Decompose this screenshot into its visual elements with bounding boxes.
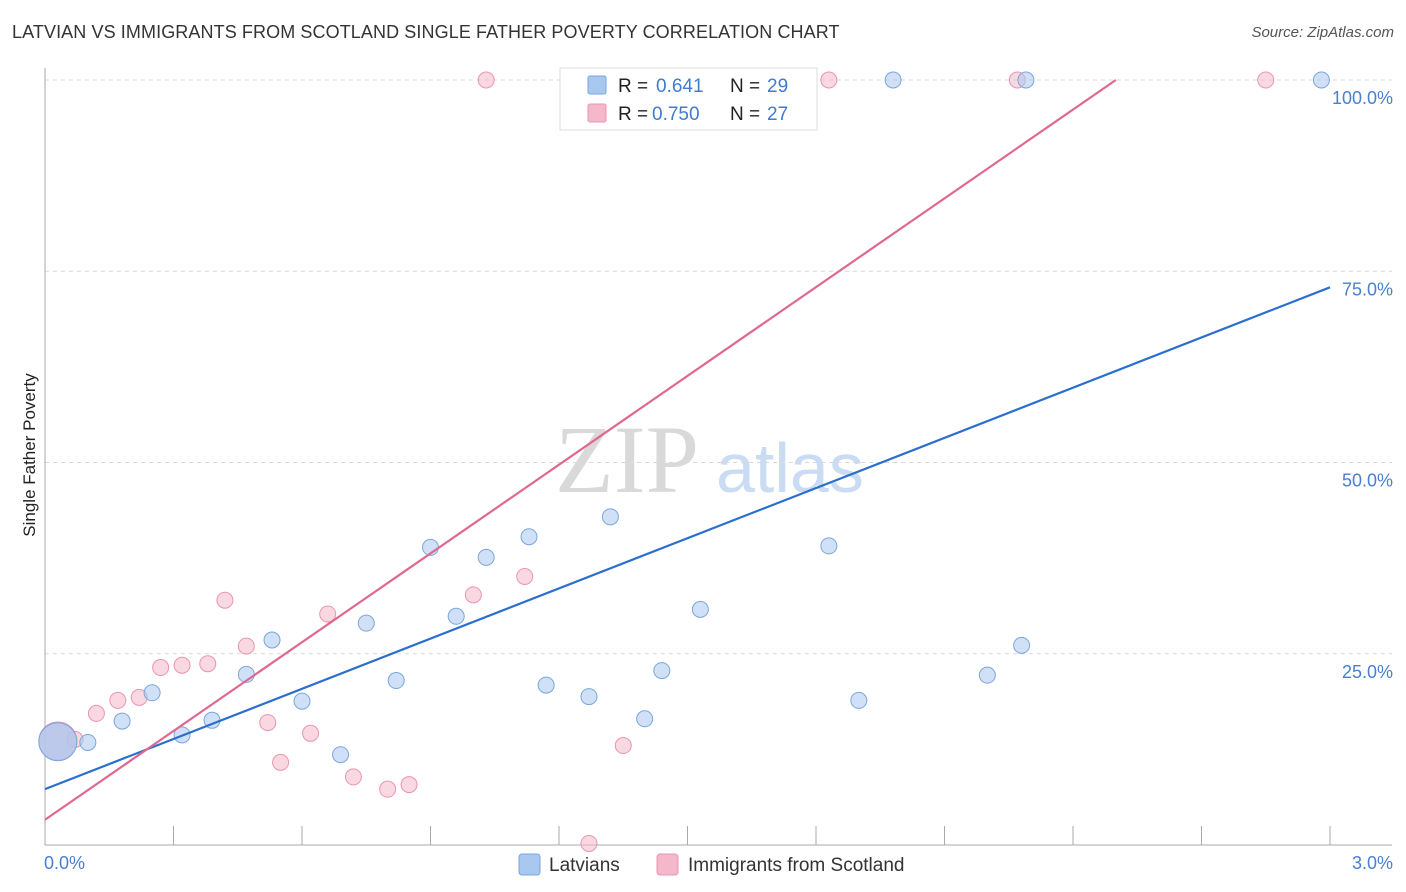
scotland-point (1257, 71, 1275, 89)
latvians-point (477, 548, 495, 566)
latvians-point (263, 631, 281, 649)
latvians-point (537, 676, 555, 694)
y-axis-label: Single Father Poverty (20, 373, 39, 537)
grid-lines (45, 79, 1392, 655)
latvians-point (387, 672, 405, 690)
scotland-point (614, 737, 632, 755)
legend-r-value-1: 0.641 (656, 76, 704, 97)
scotland-point (199, 655, 217, 673)
correlation-legend: R = 0.641 N = 29 R = 0.750 N = 27 (559, 67, 818, 131)
latvians-point (978, 666, 996, 684)
y-tick-label: 100.0% (1332, 88, 1393, 108)
latvians-point (653, 662, 671, 680)
latvians-point (520, 528, 538, 546)
series-legend-swatch-latvians (518, 853, 541, 876)
legend-swatch-scotland (587, 103, 607, 123)
legend-n-value-1: 29 (767, 76, 788, 97)
legend-r-label-2: R = (618, 104, 648, 125)
watermark-atlas: atlas (716, 429, 864, 507)
series-legend-swatch-scotland (656, 853, 679, 876)
latvians-point (1312, 71, 1330, 89)
series-legend-label-scotland: Immigrants from Scotland (688, 855, 904, 876)
scotland-point (820, 71, 838, 89)
latvians-point (691, 600, 709, 618)
legend-n-label-2: N = (730, 104, 760, 125)
scotland-point (216, 591, 234, 609)
axes (44, 68, 1392, 846)
scotland-point (272, 753, 290, 771)
latvians-point (143, 684, 161, 702)
scotland-point (237, 637, 255, 655)
latvians-point (113, 712, 131, 730)
latvians-point (447, 607, 465, 625)
latvians-point (601, 508, 619, 526)
legend-n-label-1: N = (730, 76, 760, 97)
scotland-point (379, 780, 397, 798)
trend-lines (44, 79, 1331, 821)
scotland-trend-line (44, 79, 1117, 821)
legend-r-value-2: 0.750 (652, 104, 700, 125)
series-legend: Latvians Immigrants from Scotland (518, 853, 904, 876)
legend-r-label-1: R = (618, 76, 648, 97)
scotland-point (516, 567, 534, 585)
x-tick-labels: 0.0% 3.0% (44, 853, 1393, 873)
latvians-point (636, 710, 654, 728)
latvians-point (1013, 636, 1031, 654)
scotland-point (464, 586, 482, 604)
scotland-point (87, 704, 105, 722)
y-tick-labels: 100.0% 75.0% 50.0% 25.0% (1332, 88, 1393, 682)
chart-title: LATVIAN VS IMMIGRANTS FROM SCOTLAND SING… (12, 22, 840, 42)
scotland-point (109, 691, 127, 709)
latvians-point (357, 614, 375, 632)
scotland-point (344, 768, 362, 786)
y-tick-label: 75.0% (1342, 279, 1393, 299)
scotland-point (319, 605, 337, 623)
watermark: ZIP atlas (555, 406, 864, 513)
latvians-point (293, 692, 311, 710)
scotland-point (477, 71, 495, 89)
latvians-point (884, 71, 902, 89)
latvians-point (79, 733, 97, 751)
latvians-point (820, 537, 838, 555)
series-legend-label-latvians: Latvians (549, 855, 620, 876)
scotland-point (400, 776, 418, 794)
latvians-point (850, 691, 868, 709)
y-tick-label: 50.0% (1342, 471, 1393, 491)
scotland-point (173, 656, 191, 674)
x-tick-label-min: 0.0% (44, 853, 85, 873)
latvians-point (38, 722, 78, 762)
legend-n-value-2: 27 (767, 104, 788, 125)
latvians-point (1017, 71, 1035, 89)
scotland-point (259, 714, 277, 732)
legend-swatch-latvians (587, 75, 607, 95)
scotland-point (580, 834, 598, 852)
y-tick-label: 25.0% (1342, 662, 1393, 682)
watermark-zip: ZIP (555, 406, 699, 513)
x-tick-label-max: 3.0% (1352, 853, 1393, 873)
latvians-point (332, 746, 350, 764)
scotland-point (152, 659, 170, 677)
latvians-point (580, 688, 598, 706)
latvians-trend-line (44, 286, 1331, 791)
source-label: Source: ZipAtlas.com (1251, 24, 1394, 41)
scotland-point (302, 724, 320, 742)
